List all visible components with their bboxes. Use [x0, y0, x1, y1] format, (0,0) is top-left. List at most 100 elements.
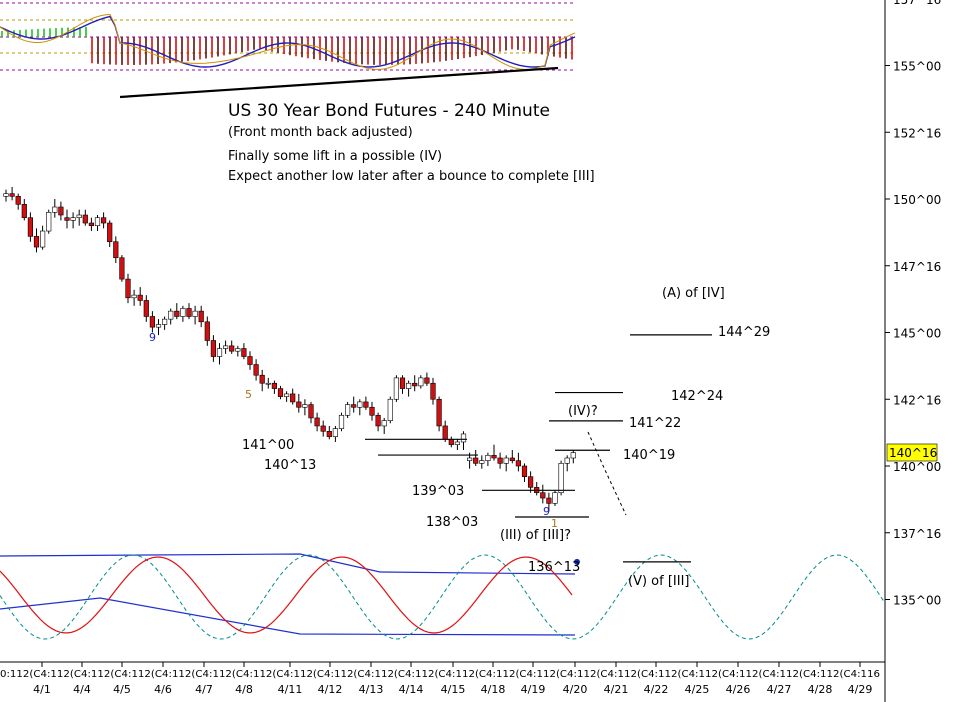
x-axis-ticks: 4/1 4/4 4/5 4/6 4/7 4/8 4/11 4/12 4/13 4/14 4/15 4/…: [33, 662, 872, 696]
candle-body: [27, 217, 34, 237]
x-tick-label: 4/14: [399, 683, 424, 696]
y-tick-label: 145^00: [893, 327, 941, 341]
candle-body: [326, 430, 332, 437]
candle-body: [509, 457, 515, 461]
candle-body: [101, 217, 107, 224]
signal-line: [0, 13, 576, 70]
candle-body: [235, 348, 241, 352]
y-tick-label: 135^00: [893, 594, 941, 608]
candle-body: [546, 497, 552, 504]
candle-body: [454, 441, 461, 445]
candle-body: [46, 212, 52, 232]
candle-body: [515, 460, 521, 467]
candle-body: [503, 457, 509, 464]
candle-body: [76, 214, 82, 218]
x-tick-label: 4/11: [278, 683, 303, 696]
candle-body: [210, 340, 217, 357]
candle-body: [186, 308, 192, 317]
y-tick-label: 152^16: [893, 126, 941, 140]
last-price-box: [886, 443, 938, 462]
candle-body: [344, 404, 351, 416]
candle-body: [552, 492, 558, 504]
candle-body: [479, 460, 485, 464]
candle-body: [290, 393, 296, 403]
candle-body: [223, 345, 229, 349]
candle-body: [436, 398, 442, 427]
y-tick-label: 150^00: [893, 193, 941, 207]
level-label: 144^29: [718, 325, 770, 340]
wave-label: (V) of [III]: [628, 574, 689, 589]
candle-body: [558, 463, 564, 493]
candle-body: [564, 457, 570, 464]
count-label: 9: [149, 331, 156, 344]
candle-body: [412, 382, 418, 387]
candle-body: [192, 310, 198, 317]
x-tick-label: 4/28: [808, 683, 833, 696]
y-tick-label: 142^16: [893, 393, 941, 407]
level-label: 141^00: [242, 438, 294, 453]
x-tick-label: 4/4: [73, 683, 91, 696]
candle-body: [253, 364, 259, 376]
candle-body: [143, 300, 149, 317]
wave-label: (III) of [III]?: [500, 528, 571, 543]
candle-body: [442, 425, 448, 440]
y-tick-label: 137^16: [893, 527, 941, 541]
x-tick-label: 4/21: [604, 683, 629, 696]
candle-body: [485, 455, 491, 461]
candle-body: [229, 345, 235, 352]
candle-body: [363, 401, 369, 408]
y-tick-label: 155^00: [893, 60, 941, 74]
candle-body: [82, 214, 88, 224]
candle-body: [180, 308, 186, 317]
candle-body: [204, 321, 210, 341]
x-tick-label: 4/25: [685, 683, 710, 696]
candle-body: [460, 433, 467, 443]
candle-body: [155, 324, 162, 328]
candle-body: [570, 452, 576, 459]
candle-body: [497, 457, 503, 464]
level-label: 140^13: [264, 458, 316, 473]
candle-body: [375, 414, 381, 427]
candle-body: [149, 316, 156, 328]
candle-body: [113, 241, 119, 259]
last-price-label: 140^16: [889, 446, 937, 460]
x-tick-label: 4/20: [563, 683, 588, 696]
chart-note-2: Expect another low later after a bounce …: [228, 169, 595, 184]
candle-body: [259, 374, 265, 384]
level-label: 139^03: [412, 484, 464, 499]
candle-body: [521, 465, 528, 477]
level-label: 141^22: [629, 416, 681, 431]
y-tick-label: 157^16: [893, 0, 941, 7]
candle-body: [241, 348, 247, 357]
x-tick-label: 4/19: [521, 683, 546, 696]
y-axis-ticks: 157^16 155^00 152^16 150^00 147^16 145^00 142^…: [885, 0, 941, 608]
candle-body: [168, 310, 174, 320]
candle-body: [351, 404, 357, 408]
level-label: 136^13: [528, 560, 580, 575]
candle-body: [338, 414, 345, 429]
x-tick-label: 4/18: [481, 683, 506, 696]
wave-label: (IV)?: [568, 404, 598, 419]
trend-line: [119, 66, 559, 99]
candle-body: [405, 382, 412, 389]
candle-body: [381, 420, 387, 427]
candle-body: [3, 193, 9, 197]
candle-body: [271, 382, 278, 389]
x-tick-label: 4/26: [726, 683, 751, 696]
lower-oscillator-panel: [0, 553, 885, 640]
upper-oscillator-panel: [0, 2, 576, 99]
candle-body: [387, 398, 393, 421]
candle-body: [94, 217, 101, 227]
candle-body: [302, 404, 308, 408]
candle-body: [283, 393, 290, 397]
candle-body: [320, 425, 326, 432]
candle-body: [107, 222, 113, 243]
candle-body: [369, 406, 375, 416]
chart-title: US 30 Year Bond Futures - 240 Minute: [228, 101, 550, 121]
candle-body: [21, 204, 27, 218]
candle-body: [466, 457, 473, 461]
x-tick-label: 4/13: [359, 683, 384, 696]
candle-body: [308, 404, 314, 419]
candle-body: [125, 278, 131, 299]
